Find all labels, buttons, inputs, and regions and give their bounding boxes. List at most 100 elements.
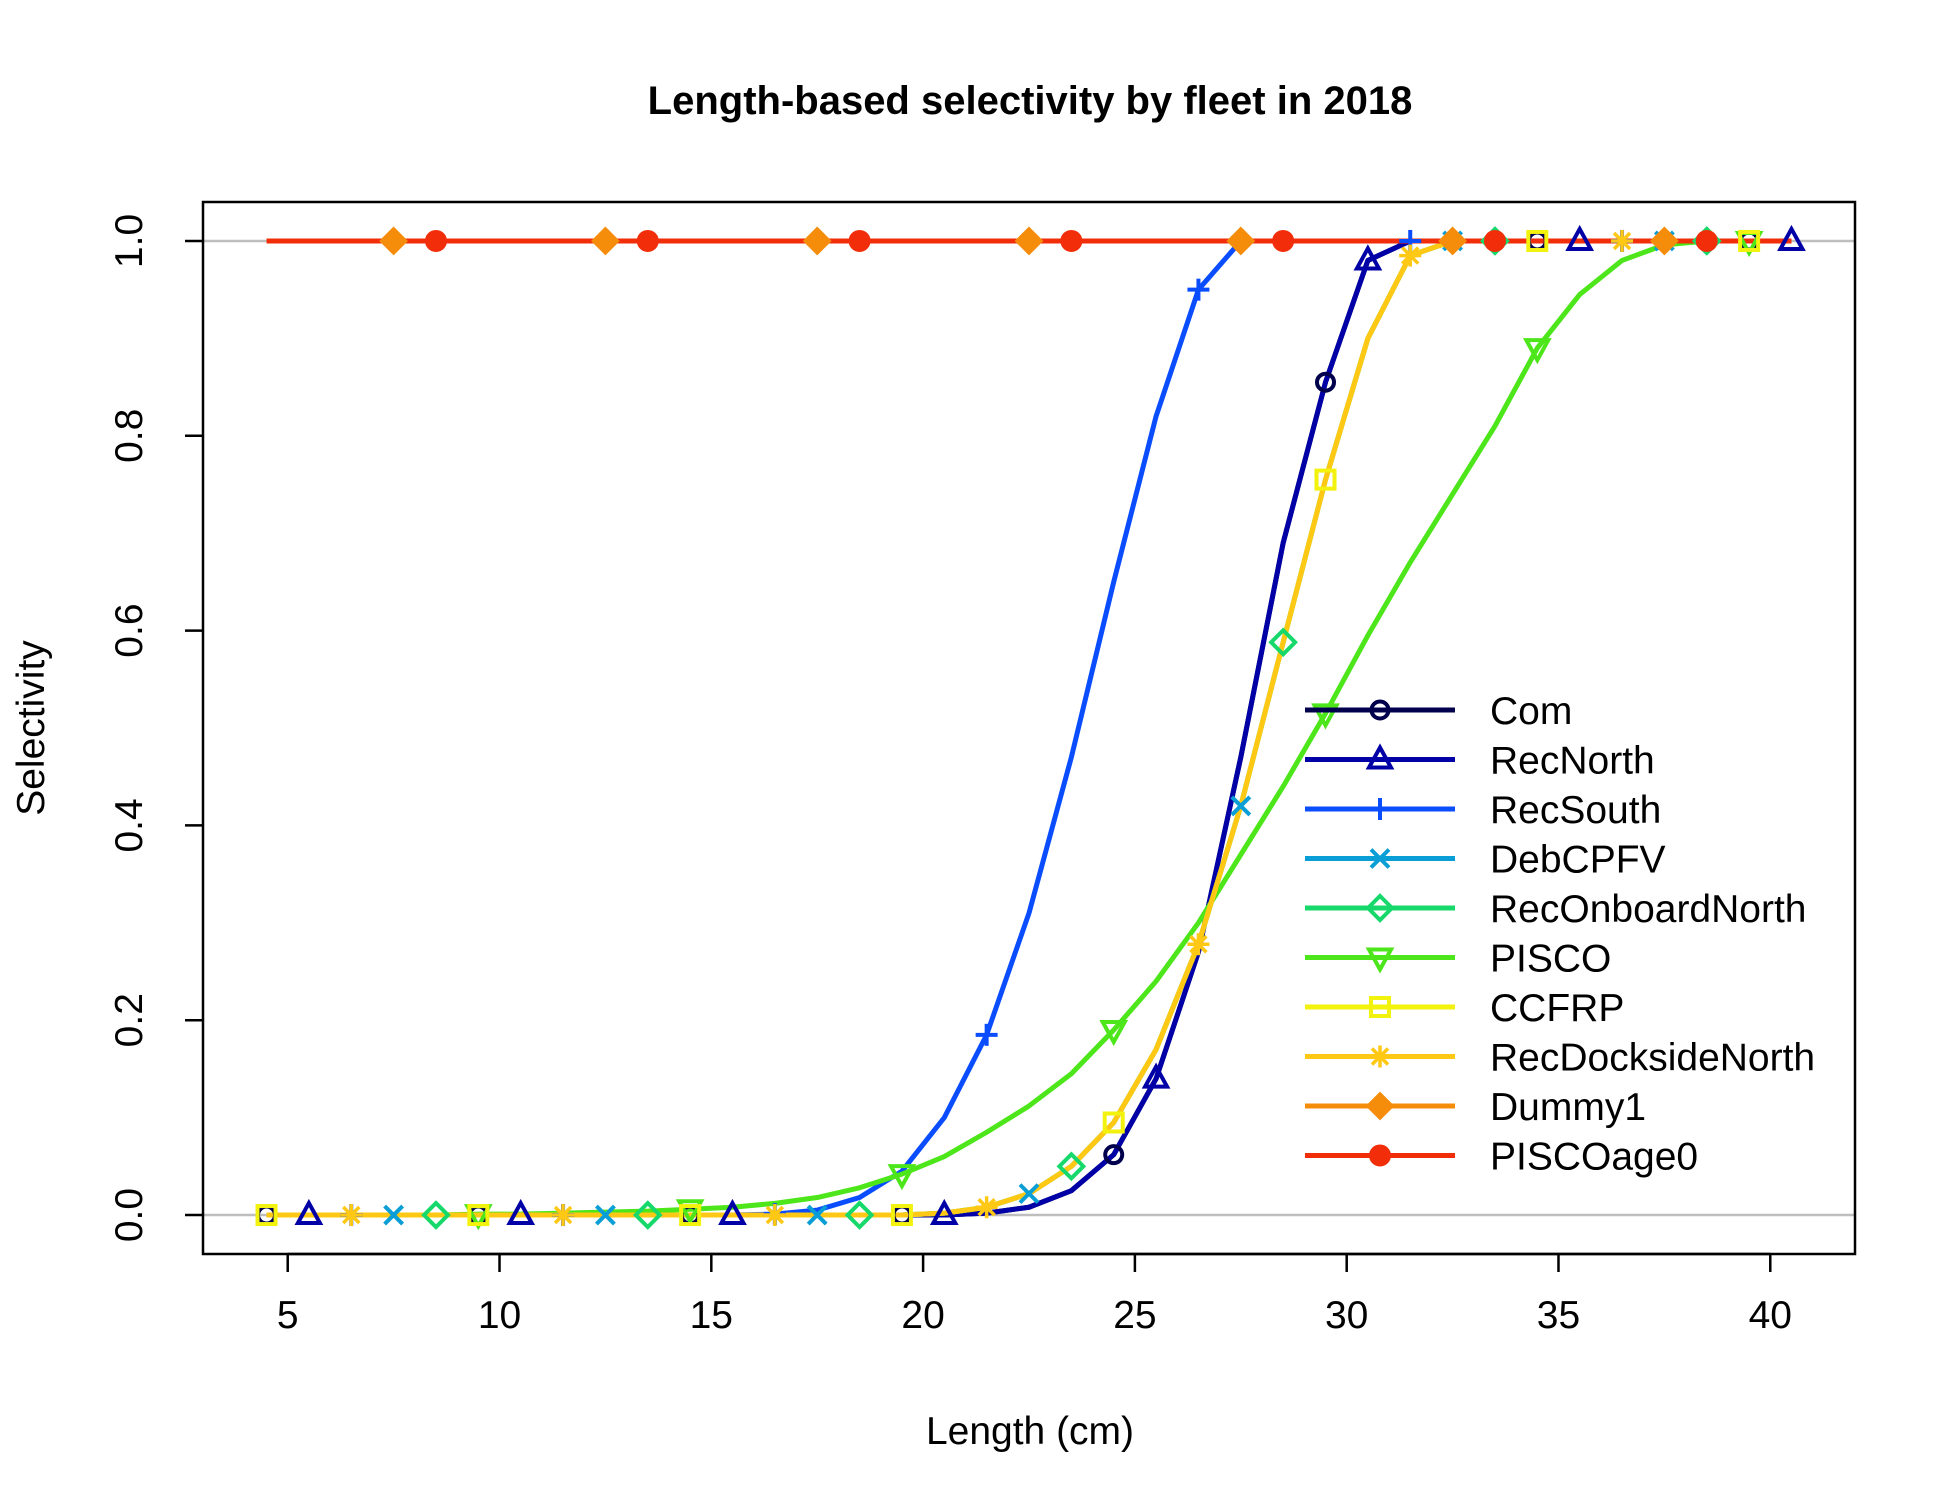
- legend-item-com: Com: [1305, 690, 1572, 733]
- data-point-reconboardnorth: [632, 1200, 663, 1230]
- data-point-recnorth: [718, 1198, 747, 1226]
- legend-label: RecOnboardNorth: [1490, 888, 1807, 931]
- data-point-ccfrp: [890, 1204, 913, 1227]
- data-point-recdocksidenorth: [1611, 229, 1634, 252]
- x-tick-label: 40: [1749, 1294, 1792, 1337]
- data-point-debcpfv: [594, 1204, 616, 1226]
- legend-label: CCFRP: [1490, 987, 1624, 1030]
- data-point-dummy1: [802, 226, 832, 256]
- x-tick-label: 5: [277, 1294, 299, 1337]
- legend-item-debcpfv: DebCPFV: [1305, 839, 1666, 882]
- legend-label: RecSouth: [1490, 789, 1661, 832]
- data-point-recnorth: [1141, 1062, 1171, 1089]
- data-point-reconboardnorth: [1268, 627, 1298, 658]
- x-axis-label: Length (cm): [926, 1410, 1134, 1453]
- data-point-dummy1: [379, 226, 409, 256]
- data-point-recnorth: [294, 1198, 324, 1226]
- legend-marker-piscoage0: [1369, 1144, 1391, 1167]
- data-point-com: [1103, 1144, 1125, 1166]
- data-point-piscoage0: [424, 229, 447, 252]
- legend-label: Com: [1490, 690, 1572, 733]
- y-axis-label: Selectivity: [10, 640, 53, 816]
- data-point-piscoage0: [1695, 229, 1718, 252]
- data-point-dummy1: [1438, 226, 1468, 256]
- data-point-recsouth: [975, 1023, 998, 1046]
- data-point-reconboardnorth: [1056, 1151, 1087, 1182]
- y-tick-label: 0.8: [108, 409, 151, 463]
- data-point-debcpfv: [383, 1204, 405, 1226]
- legend-label: RecDocksideNorth: [1490, 1037, 1815, 1080]
- y-tick-label: 0.0: [108, 1188, 151, 1242]
- data-point-ccfrp: [255, 1204, 278, 1227]
- data-point-debcpfv: [806, 1204, 828, 1226]
- legend-label: PISCOage0: [1490, 1136, 1698, 1179]
- legend-item-piscoage0: PISCOage0: [1305, 1136, 1698, 1179]
- legend-marker-ccfrp: [1369, 996, 1391, 1018]
- data-point-pisco: [887, 1164, 917, 1191]
- x-tick-label: 20: [901, 1294, 944, 1337]
- x-tick-label: 25: [1113, 1294, 1156, 1337]
- data-point-com: [1315, 371, 1337, 393]
- legend-marker-recsouth: [1369, 798, 1391, 820]
- legend-item-reconboardnorth: RecOnboardNorth: [1305, 888, 1807, 931]
- legend-item-dummy1: Dummy1: [1305, 1086, 1646, 1129]
- data-point-ccfrp: [1526, 229, 1549, 252]
- data-point-piscoage0: [1272, 229, 1295, 252]
- data-point-recdocksidenorth: [1399, 244, 1422, 267]
- legend: Com RecNorth RecSouth DebCPFV RecOnboardNort…: [1305, 690, 1815, 1179]
- data-point-pisco: [1311, 703, 1340, 730]
- legend-label: Dummy1: [1490, 1086, 1646, 1129]
- legend-item-ccfrp: CCFRP: [1305, 987, 1624, 1030]
- legend-item-recsouth: RecSouth: [1305, 789, 1661, 832]
- series-markers: [255, 224, 1806, 1231]
- legend-marker-com: [1369, 699, 1391, 721]
- data-point-piscoage0: [848, 229, 871, 252]
- y-tick-label: 1.0: [108, 214, 151, 268]
- legend-item-recnorth: RecNorth: [1305, 740, 1655, 783]
- data-point-dummy1: [1014, 226, 1044, 256]
- data-point-pisco: [1522, 338, 1552, 365]
- y-axis: 0.0 0.2 0.4 0.6 0.8 1.0: [108, 214, 203, 1242]
- data-point-recdocksidenorth: [340, 1204, 363, 1227]
- data-point-pisco: [675, 1199, 705, 1226]
- chart-title: Length-based selectivity by fleet in 201…: [648, 79, 1413, 123]
- data-point-dummy1: [590, 226, 620, 256]
- legend-label: RecNorth: [1490, 740, 1655, 783]
- data-point-piscoage0: [1060, 229, 1083, 252]
- x-tick-label: 35: [1537, 1294, 1580, 1337]
- legend-marker-recdocksidenorth: [1369, 1045, 1391, 1068]
- data-point-debcpfv: [1018, 1183, 1040, 1205]
- x-tick-label: 10: [478, 1294, 521, 1337]
- data-point-ccfrp: [1738, 229, 1761, 252]
- data-point-dummy1: [1226, 226, 1256, 256]
- x-tick-label: 15: [690, 1294, 733, 1337]
- data-point-recnorth: [1777, 224, 1806, 251]
- data-point-recsouth: [1187, 278, 1210, 301]
- data-point-recdocksidenorth: [763, 1204, 786, 1227]
- data-point-recnorth: [929, 1198, 959, 1226]
- legend-marker-pisco: [1365, 947, 1395, 974]
- data-point-pisco: [1099, 1019, 1129, 1047]
- y-tick-label: 0.4: [108, 798, 151, 852]
- x-tick-label: 30: [1325, 1294, 1368, 1337]
- data-point-recdocksidenorth: [1187, 933, 1210, 956]
- legend-marker-debcpfv: [1369, 848, 1391, 869]
- legend-label: PISCO: [1490, 938, 1611, 981]
- x-axis: 5 10 15 20 25 30 35 40: [277, 1252, 1792, 1337]
- legend-label: DebCPFV: [1490, 839, 1666, 882]
- data-point-recdocksidenorth: [552, 1204, 575, 1227]
- data-point-recnorth: [1353, 244, 1383, 271]
- legend-item-recdocksidenorth: RecDocksideNorth: [1305, 1037, 1815, 1080]
- data-point-dummy1: [1649, 226, 1679, 256]
- data-point-piscoage0: [1483, 229, 1506, 252]
- data-point-reconboardnorth: [421, 1200, 451, 1230]
- data-point-piscoage0: [636, 229, 659, 252]
- data-point-recnorth: [1565, 224, 1595, 251]
- data-point-ccfrp: [1314, 468, 1337, 491]
- data-point-recdocksidenorth: [975, 1196, 998, 1219]
- legend-item-pisco: PISCO: [1305, 938, 1611, 981]
- y-tick-label: 0.2: [108, 993, 151, 1047]
- data-point-recnorth: [506, 1198, 536, 1226]
